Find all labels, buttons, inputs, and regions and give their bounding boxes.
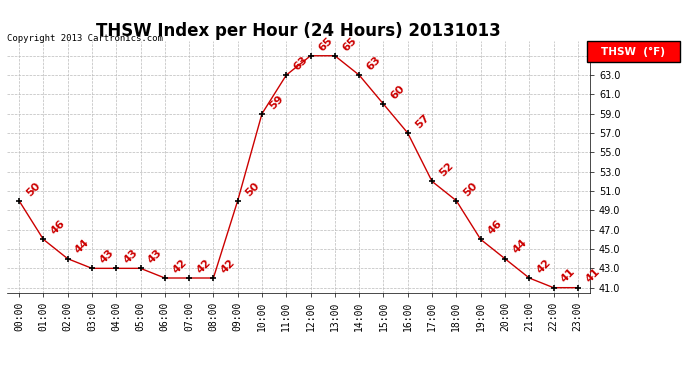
Text: 46: 46: [49, 218, 67, 237]
Title: THSW Index per Hour (24 Hours) 20131013: THSW Index per Hour (24 Hours) 20131013: [96, 22, 501, 40]
Text: 42: 42: [219, 257, 237, 275]
Text: Copyright 2013 Cartronics.com: Copyright 2013 Cartronics.com: [7, 34, 163, 43]
Text: 60: 60: [389, 83, 407, 101]
Text: 50: 50: [462, 180, 480, 198]
Text: 41: 41: [583, 267, 602, 285]
Text: 63: 63: [292, 54, 310, 72]
Text: 43: 43: [146, 248, 164, 266]
Text: 42: 42: [170, 257, 188, 275]
Text: 43: 43: [121, 248, 140, 266]
Text: 46: 46: [486, 218, 504, 237]
Text: 44: 44: [73, 238, 91, 256]
Text: 44: 44: [511, 238, 529, 256]
Text: 63: 63: [365, 54, 383, 72]
Text: 65: 65: [340, 35, 358, 53]
Text: 57: 57: [413, 112, 431, 130]
Text: THSW  (°F): THSW (°F): [601, 46, 665, 57]
Text: 50: 50: [25, 180, 43, 198]
Text: 42: 42: [535, 257, 553, 275]
Text: 65: 65: [316, 35, 334, 53]
Text: 42: 42: [195, 257, 213, 275]
Text: 50: 50: [244, 180, 261, 198]
Text: 59: 59: [268, 93, 286, 111]
Text: 52: 52: [437, 160, 455, 178]
Text: 43: 43: [97, 248, 115, 266]
Text: 41: 41: [559, 267, 577, 285]
